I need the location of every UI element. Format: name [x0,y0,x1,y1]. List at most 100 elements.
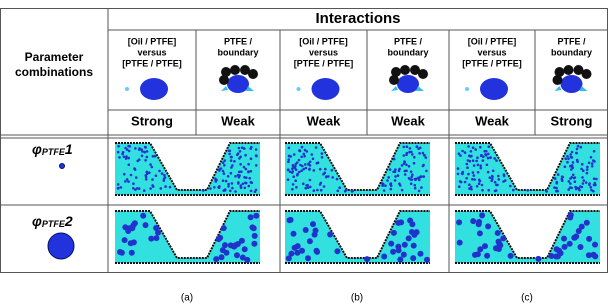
sim-particle [402,242,408,248]
sim-particle [475,160,478,163]
sim-particle [231,182,234,185]
sim-particle [138,187,141,190]
icon-particle [227,75,249,93]
sim-particle [569,165,572,168]
sim-particle [316,189,319,192]
sim-particle [394,179,397,182]
sim-particle [468,155,471,158]
sim-particle [327,232,333,238]
icon-droplet [125,87,129,91]
column-header: [Oil / PTFE] [299,36,348,46]
column-header: PTFE / [394,36,423,46]
sim-particle [569,182,572,185]
sim-particle [424,257,430,263]
sim-particle [470,150,473,153]
sim-particle [386,179,389,182]
sim-particle [290,155,293,158]
sim-particle [579,185,582,188]
sim-particle [472,159,475,162]
sim-particle [410,255,416,261]
sim-particle [323,185,326,188]
sim-particle [238,174,241,177]
sim-particle [255,148,258,151]
sim-particle [303,227,309,233]
sim-particle [127,157,130,160]
sim-particle [496,184,499,187]
sim-particle [565,157,568,160]
sim-particle [300,156,303,159]
sim-particle [364,256,370,262]
sim-particle [458,185,461,188]
sim-particle [414,184,417,187]
sim-particle [473,164,476,167]
sim-particle [476,185,479,188]
sim-particle [487,171,490,174]
sim-particle [291,188,294,191]
sim-particle [388,241,394,247]
sim-particle [418,251,424,257]
sim-particle [393,158,396,161]
sim-particle [129,250,135,256]
sim-particle [467,173,470,176]
sim-particle [151,178,154,181]
sim-particle [309,179,312,182]
sim-particle [425,156,428,159]
sim-particle [399,184,402,187]
sim-particle [132,182,135,185]
particle-size [60,164,65,169]
sim-particle [564,165,567,168]
sim-particle [310,221,316,227]
column-header: boundary [387,47,428,57]
sim-particle [117,151,120,154]
sim-particle [308,168,311,171]
row-label-part: 2 [64,213,73,229]
sim-particle [416,146,419,149]
sim-particle [494,190,497,193]
sim-particle [223,172,226,175]
sim-particle [292,175,295,178]
sim-particle [591,165,594,168]
icon-boundary-bead [564,65,574,75]
sim-particle [409,147,412,150]
column-header: PTFE / [557,36,586,46]
sim-particle [250,190,253,193]
sim-particle [223,164,226,167]
sim-particle [495,159,498,162]
sim-particle [161,172,164,175]
sim-particle [464,151,467,154]
sim-particle [457,167,460,170]
sim-particle [401,252,407,258]
sim-particle [296,173,299,176]
column-header: [PTFE / PTFE] [462,58,522,68]
sim-particle [292,183,295,186]
sim-particle [581,176,584,179]
sim-particle [160,187,163,190]
sim-particle [585,181,588,184]
sim-particle [331,176,334,179]
icon-boundary-bead [582,69,592,79]
sim-particle [123,155,126,158]
sim-particle [243,147,246,150]
sim-particle [287,217,293,223]
sim-particle [569,153,572,156]
sim-particle [312,232,318,238]
sim-particle [500,235,506,241]
sim-particle [219,254,225,260]
sim-particle [413,156,416,159]
sim-particle [391,230,397,236]
sim-particle [492,170,495,173]
sim-particle [418,190,421,193]
sim-particle [573,177,576,180]
sim-particle [464,181,467,184]
sim-particle [233,160,236,163]
sim-particle [152,185,155,188]
sim-particle [133,167,136,170]
sim-particle [458,152,461,155]
interaction-strength: Weak [475,113,509,128]
sim-particle [569,186,572,189]
sim-particle [576,159,579,162]
sim-particle [562,244,568,250]
sim-particle [404,173,407,176]
sim-particle [594,182,597,185]
sim-particle [230,172,233,175]
